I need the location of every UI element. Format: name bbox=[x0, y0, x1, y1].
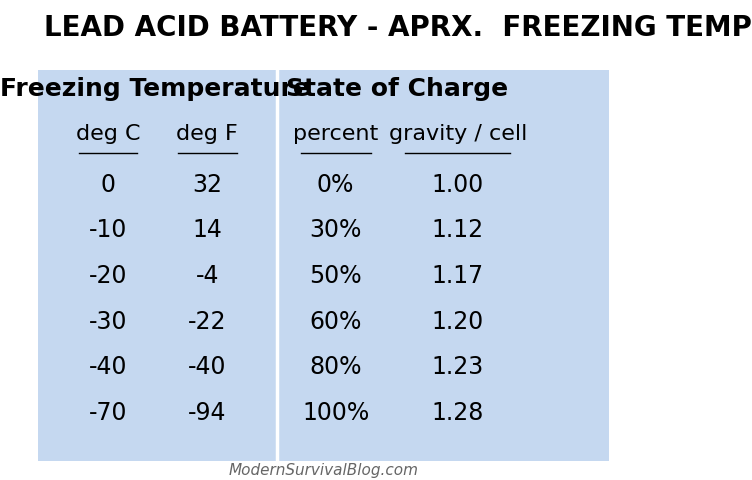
Text: State of Charge: State of Charge bbox=[286, 77, 508, 101]
Text: deg F: deg F bbox=[177, 124, 238, 144]
Text: -40: -40 bbox=[188, 355, 226, 379]
Text: -94: -94 bbox=[188, 401, 226, 425]
Text: 50%: 50% bbox=[309, 264, 362, 288]
Text: gravity / cell: gravity / cell bbox=[389, 124, 527, 144]
Text: -10: -10 bbox=[89, 218, 128, 242]
Text: 1.20: 1.20 bbox=[432, 310, 484, 334]
Text: -40: -40 bbox=[89, 355, 128, 379]
Text: 1.00: 1.00 bbox=[432, 173, 484, 197]
Text: 32: 32 bbox=[193, 173, 223, 197]
Text: Freezing Temperature: Freezing Temperature bbox=[0, 77, 310, 101]
Text: deg C: deg C bbox=[76, 124, 141, 144]
Text: ModernSurvivalBlog.com: ModernSurvivalBlog.com bbox=[229, 463, 419, 478]
Text: 1.17: 1.17 bbox=[432, 264, 484, 288]
Text: 1.28: 1.28 bbox=[432, 401, 484, 425]
Text: 30%: 30% bbox=[309, 218, 362, 242]
Text: 0%: 0% bbox=[317, 173, 354, 197]
Text: 14: 14 bbox=[193, 218, 223, 242]
Text: LEAD ACID BATTERY - APRX.  FREEZING TEMP: LEAD ACID BATTERY - APRX. FREEZING TEMP bbox=[44, 14, 752, 42]
Text: 60%: 60% bbox=[309, 310, 362, 334]
Text: -20: -20 bbox=[89, 264, 128, 288]
Text: 1.12: 1.12 bbox=[432, 218, 484, 242]
Text: -4: -4 bbox=[196, 264, 219, 288]
Text: 1.23: 1.23 bbox=[432, 355, 484, 379]
Text: percent: percent bbox=[293, 124, 378, 144]
Text: -30: -30 bbox=[89, 310, 128, 334]
Text: -70: -70 bbox=[89, 401, 128, 425]
Text: 80%: 80% bbox=[309, 355, 362, 379]
FancyBboxPatch shape bbox=[38, 70, 609, 461]
Text: 0: 0 bbox=[101, 173, 116, 197]
Text: 100%: 100% bbox=[302, 401, 369, 425]
Text: -22: -22 bbox=[188, 310, 226, 334]
